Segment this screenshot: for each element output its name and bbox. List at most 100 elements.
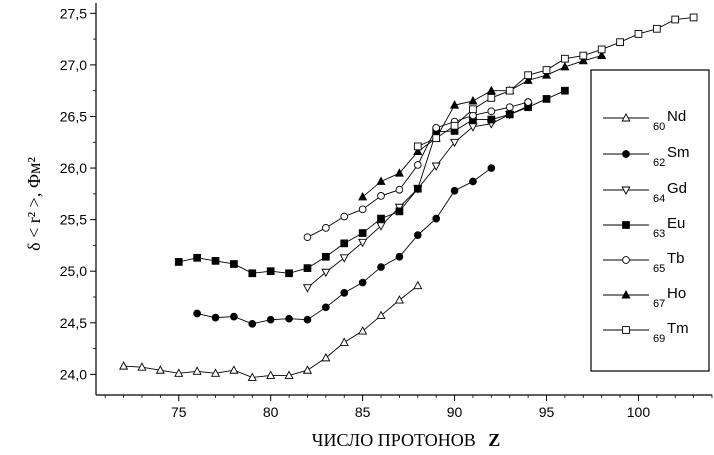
- legend-atomic-number: 63: [653, 228, 665, 240]
- legend-box: [590, 69, 710, 372]
- legend-swatch-marker: [621, 290, 631, 299]
- data-point-gd: [450, 138, 460, 148]
- data-point-nd: [210, 368, 221, 377]
- data-point-nd: [358, 326, 368, 335]
- data-point-sm: [377, 263, 385, 271]
- legend-element-name: Sm: [667, 144, 690, 161]
- series-eu: [174, 86, 569, 278]
- series-line-eu: [178, 90, 566, 274]
- x-axis-variable: Z: [488, 430, 500, 450]
- data-point-eu: [487, 115, 496, 124]
- legend-swatch-marker: [622, 326, 630, 334]
- data-point-sm: [248, 319, 257, 328]
- x-tick-label: 85: [355, 404, 371, 420]
- data-point-gd: [339, 254, 349, 263]
- legend-swatch-marker: [622, 256, 630, 264]
- x-axis-title-text: ЧИСЛО ПРОТОНОВ: [312, 430, 476, 450]
- plot-axes: 75 80 85 90 95 100 24,0 24,5 25,0 25,5 26,0 26,5 27,…: [60, 3, 713, 420]
- data-point-eu: [211, 257, 220, 265]
- series-line-nd: [123, 285, 419, 378]
- data-point-nd: [155, 365, 165, 374]
- legend-atomic-number: 60: [653, 121, 665, 133]
- data-point-sm: [450, 186, 459, 195]
- data-point-eu: [266, 267, 275, 276]
- data-point-ho: [468, 96, 478, 105]
- data-point-tm: [597, 45, 606, 54]
- data-point-tm: [689, 13, 698, 22]
- legend-swatch-marker: [621, 113, 631, 122]
- data-point-gd: [431, 162, 441, 171]
- data-point-eu: [174, 258, 183, 266]
- data-point-tm: [469, 105, 477, 114]
- x-tick-label: 80: [263, 404, 279, 420]
- data-point-eu: [193, 253, 201, 262]
- data-point-tb: [322, 224, 330, 232]
- data-point-eu: [303, 264, 312, 272]
- data-point-gd: [358, 238, 368, 248]
- data-point-sm: [413, 231, 422, 239]
- data-point-tb: [487, 107, 496, 116]
- data-point-tm: [634, 30, 643, 38]
- data-point-ho: [450, 100, 460, 109]
- data-point-tb: [432, 123, 441, 132]
- y-axis-title: δ < r² >, Фм²: [24, 157, 44, 251]
- data-point-ho: [413, 146, 423, 155]
- x-tick-label: 100: [627, 404, 651, 420]
- data-point-tb: [377, 192, 385, 200]
- series-gd: [302, 102, 533, 293]
- data-point-eu: [230, 260, 238, 268]
- data-point-ho: [541, 70, 552, 79]
- data-point-nd: [266, 370, 276, 379]
- data-point-tb: [303, 233, 312, 242]
- data-point-eu: [561, 86, 569, 95]
- data-point-sm: [395, 252, 404, 261]
- data-point-ho: [597, 50, 607, 60]
- data-point-sm: [303, 315, 312, 324]
- series-layer: [119, 13, 698, 381]
- legend-swatch-marker: [622, 221, 630, 229]
- y-tick-label: 27,5: [60, 5, 87, 21]
- legend-element-name: Gd: [667, 180, 687, 197]
- data-point-eu: [358, 229, 367, 237]
- data-point-eu: [340, 239, 349, 248]
- data-point-nd: [302, 365, 313, 374]
- data-point-tb: [395, 185, 404, 194]
- legend-atomic-number: 65: [653, 263, 665, 275]
- y-tick-label: 24,0: [60, 366, 87, 382]
- legend-element-name: Eu: [667, 215, 685, 232]
- data-point-gd: [376, 222, 386, 231]
- data-point-sm: [487, 164, 496, 172]
- legend-atomic-number: 64: [653, 193, 665, 205]
- data-point-eu: [322, 252, 330, 261]
- data-point-sm: [322, 303, 330, 312]
- y-tick-label: 27,0: [60, 57, 87, 73]
- legend-element-name: Tm: [667, 320, 689, 337]
- data-point-sm: [266, 315, 275, 324]
- data-point-tm: [450, 121, 459, 130]
- series-sm: [193, 164, 496, 328]
- data-point-gd: [302, 284, 313, 293]
- legend-atomic-number: 62: [653, 157, 665, 169]
- y-tick-label: 26,0: [60, 160, 87, 176]
- data-point-eu: [377, 214, 385, 223]
- data-point-tb: [413, 161, 422, 169]
- series-tm: [413, 13, 698, 151]
- series-tb: [303, 98, 532, 242]
- data-point-tm: [616, 38, 624, 47]
- y-tick-label: 25,0: [60, 263, 87, 279]
- data-point-sm: [469, 177, 477, 186]
- series-line-gd: [307, 105, 529, 289]
- data-point-sm: [358, 278, 367, 287]
- data-point-nd: [229, 365, 239, 374]
- data-point-eu: [285, 269, 293, 278]
- data-point-sm: [211, 313, 220, 322]
- data-point-ho: [394, 168, 404, 177]
- legend-element-name: Nd: [667, 108, 686, 125]
- data-point-ho: [523, 75, 533, 84]
